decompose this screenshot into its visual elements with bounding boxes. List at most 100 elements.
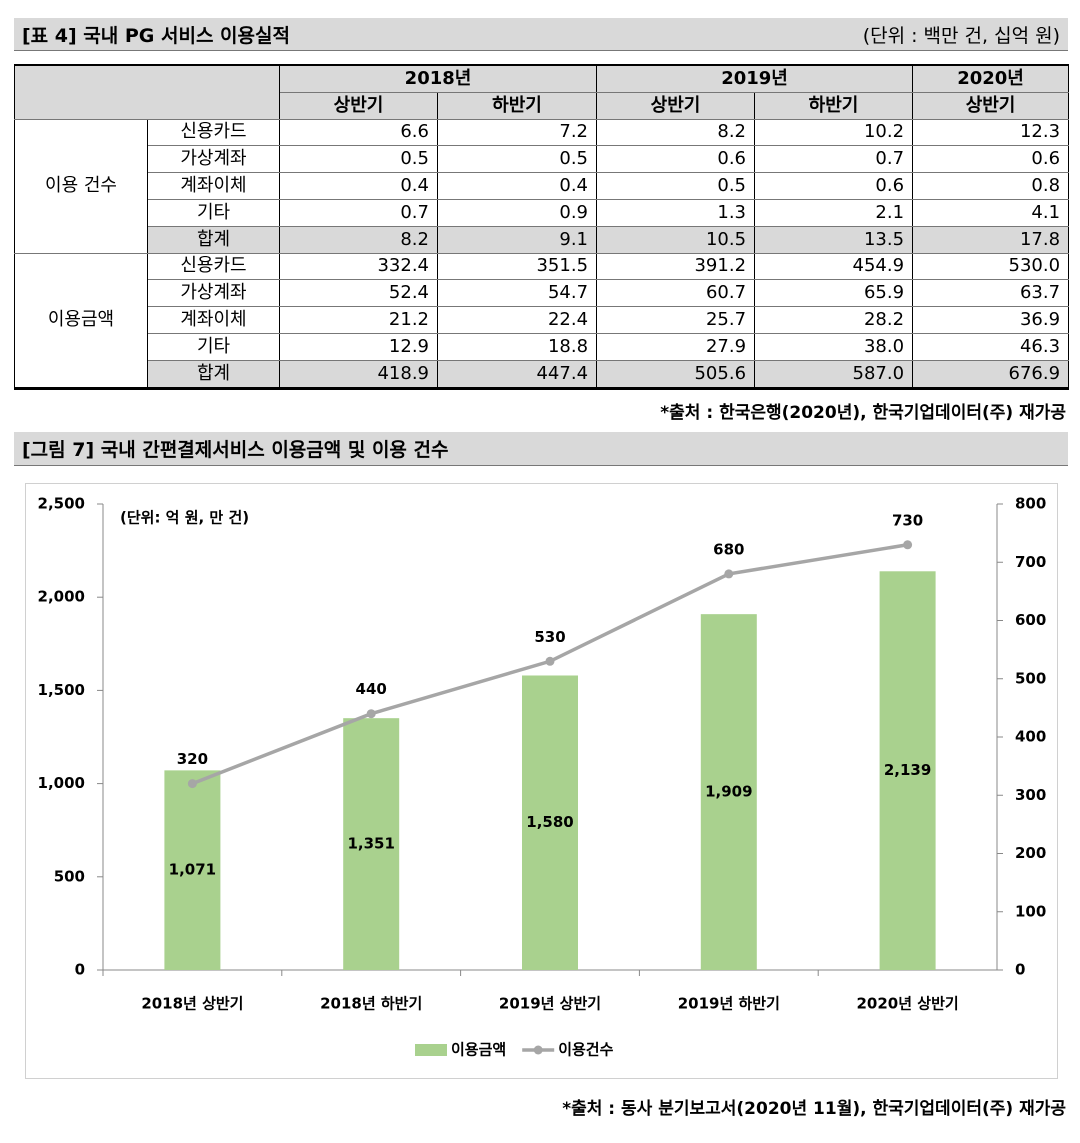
cell: 676.9	[912, 359, 1070, 389]
table-row: 계좌이체 21.2 22.4 25.7 28.2 36.9	[15, 306, 1070, 334]
table-header: [표 4] 국내 PG 서비스 이용실적 (단위 : 백만 건, 십억 원)	[14, 18, 1068, 51]
row-label: 기타	[147, 332, 280, 361]
cell: 587.0	[754, 359, 914, 389]
cell: 332.4	[279, 252, 438, 281]
bar	[164, 770, 221, 970]
cell: 13.5	[754, 225, 914, 254]
figure-header: [그림 7] 국내 간편결제서비스 이용금액 및 이용 건수	[14, 432, 1068, 466]
cell: 4.1	[912, 198, 1070, 227]
cell: 0.4	[436, 172, 598, 200]
cell: 391.2	[596, 252, 756, 281]
cell: 22.4	[436, 306, 598, 334]
table-row: 합계 8.2 9.1 10.5 13.5 17.8	[15, 225, 1070, 254]
point-label: 680	[713, 540, 744, 558]
line-point	[187, 779, 197, 789]
bar-label: 2,139	[884, 761, 931, 779]
table-source: *출처 : 한국은행(2020년), 한국기업데이터(주) 재가공	[660, 403, 1066, 423]
row-label: 가상계좌	[147, 145, 280, 174]
cell: 351.5	[436, 252, 598, 281]
cell: 418.9	[279, 359, 438, 389]
cell: 1.3	[596, 198, 756, 227]
year-header: 2020년	[912, 64, 1070, 93]
cell: 18.8	[436, 332, 598, 361]
cell: 52.4	[279, 279, 438, 308]
y-tick-label: 1,500	[38, 681, 85, 699]
half-header: 상반기	[596, 91, 756, 120]
row-label: 가상계좌	[147, 279, 280, 308]
row-label: 합계	[147, 225, 280, 254]
y-tick-label: 2,000	[38, 588, 85, 606]
table-row: 가상계좌 0.5 0.5 0.6 0.7 0.6	[15, 145, 1070, 174]
year-header: 2019년	[596, 64, 914, 93]
table-row: 계좌이체 0.4 0.4 0.5 0.6 0.8	[15, 172, 1070, 200]
y-tick-label: 2,500	[38, 495, 85, 513]
y2-tick-label: 100	[1015, 902, 1046, 920]
legend-swatch	[533, 1045, 543, 1055]
y2-tick-label: 600	[1015, 611, 1046, 629]
table-unit: (단위 : 백만 건, 십억 원)	[862, 24, 1060, 47]
cell: 27.9	[596, 332, 756, 361]
year-header: 2018년	[278, 64, 598, 93]
cell: 8.2	[596, 118, 756, 147]
row-label: 계좌이체	[147, 306, 280, 334]
table-row: 합계 418.9 447.4 505.6 587.0 676.9	[15, 359, 1070, 389]
y2-tick-label: 800	[1015, 495, 1046, 513]
cell: 0.5	[279, 145, 438, 174]
cell: 21.2	[279, 306, 438, 334]
y-tick-label: 0	[75, 961, 85, 979]
half-header: 하반기	[754, 91, 914, 120]
cell: 46.3	[912, 332, 1070, 361]
table-row: 이용금액 신용카드 332.4 351.5 391.2 454.9 530.0	[14, 252, 1070, 389]
bar	[879, 571, 936, 970]
group-label: 이용 건수	[14, 118, 148, 254]
y2-tick-label: 200	[1015, 844, 1046, 862]
cell: 63.7	[912, 279, 1070, 308]
legend-label: 이용금액	[451, 1041, 506, 1059]
x-tick-label: 2018년 상반기	[141, 995, 243, 1013]
chart-frame	[25, 483, 1058, 1079]
line-point	[545, 656, 555, 666]
cell: 505.6	[596, 359, 756, 389]
cell: 0.6	[596, 145, 756, 174]
table-row: 이용 건수 신용카드 6.6 7.2 8.2 10.2 12.3	[14, 118, 1070, 254]
cell: 10.2	[754, 118, 914, 147]
header-row: 2018년 2019년 2020년	[14, 64, 1070, 120]
header-row: 상반기 하반기 상반기 하반기 상반기	[15, 91, 1070, 120]
cell: 65.9	[754, 279, 914, 308]
figure-title: [그림 7] 국내 간편결제서비스 이용금액 및 이용 건수	[22, 439, 449, 461]
cell: 38.0	[754, 332, 914, 361]
cell: 0.6	[754, 172, 914, 200]
y2-tick-label: 400	[1015, 728, 1046, 746]
y-tick-label: 500	[54, 867, 85, 885]
cell: 454.9	[754, 252, 914, 281]
line-point	[366, 709, 376, 719]
table-row: 기타 12.9 18.8 27.9 38.0 46.3	[15, 332, 1070, 361]
row-label: 계좌이체	[147, 172, 280, 200]
cell: 0.7	[754, 145, 914, 174]
cell: 10.5	[596, 225, 756, 254]
bar-label: 1,909	[705, 783, 752, 801]
cell: 0.8	[912, 172, 1070, 200]
cell: 0.4	[279, 172, 438, 200]
point-label: 730	[892, 511, 923, 529]
cell: 28.2	[754, 306, 914, 334]
group-label: 이용금액	[14, 252, 148, 389]
line-point	[724, 569, 734, 579]
chart-note: (단위: 억 원, 만 건)	[120, 509, 249, 527]
x-tick-label: 2019년 하반기	[678, 995, 780, 1013]
table-row: 가상계좌 52.4 54.7 60.7 65.9 63.7	[15, 279, 1070, 308]
cell: 0.7	[279, 198, 438, 227]
cell: 447.4	[436, 359, 598, 389]
cell: 9.1	[436, 225, 598, 254]
half-header: 상반기	[279, 91, 438, 120]
line-point	[903, 540, 913, 550]
bar	[700, 614, 757, 970]
cell: 25.7	[596, 306, 756, 334]
row-label: 합계	[147, 359, 280, 389]
cell: 2.1	[754, 198, 914, 227]
point-label: 320	[177, 750, 208, 768]
cell: 54.7	[436, 279, 598, 308]
cell: 36.9	[912, 306, 1070, 334]
y2-tick-label: 500	[1015, 669, 1046, 687]
cell: 0.6	[912, 145, 1070, 174]
